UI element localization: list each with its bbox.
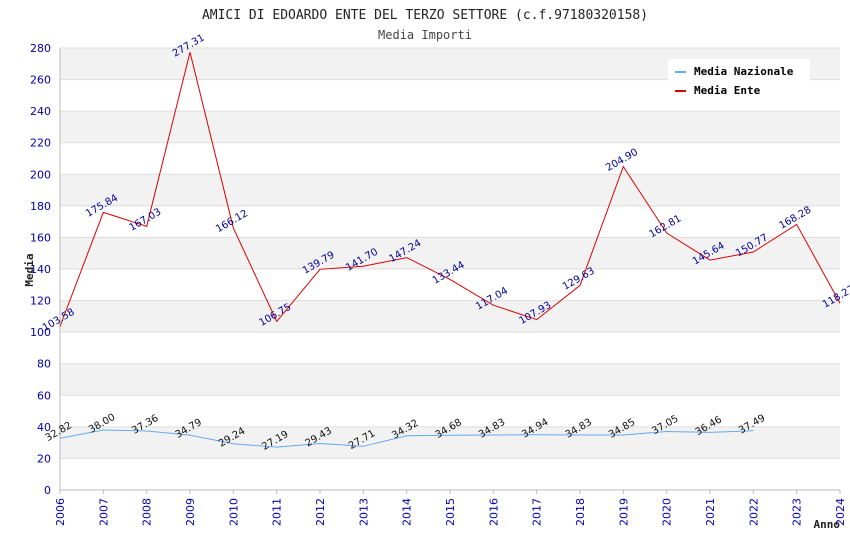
grid-band <box>60 363 840 396</box>
y-tick-label: 220 <box>30 137 51 150</box>
grid-band <box>60 237 840 269</box>
media-ente-data-label: 166.12 <box>214 208 250 235</box>
y-tick-label: 0 <box>44 484 51 497</box>
x-tick-label: 2015 <box>444 498 457 526</box>
y-tick-label: 80 <box>37 358 51 371</box>
x-tick-labels: 2006 2007 2008 2009 2010 2011 2012 2013 2014 2015… <box>54 490 847 526</box>
y-tick-label: 100 <box>30 326 51 339</box>
grid-bands <box>60 48 840 459</box>
y-tick-label: 180 <box>30 200 51 213</box>
chart-title: AMICI DI EDOARDO ENTE DEL TERZO SETTORE … <box>202 8 648 23</box>
media-ente-line <box>59 52 841 327</box>
y-tick-label: 120 <box>30 295 51 308</box>
y-axis-label: Media <box>23 253 36 286</box>
y-tick-label: 40 <box>37 421 51 434</box>
y-tick-label: 20 <box>37 452 51 465</box>
y-tick-label: 260 <box>30 74 51 87</box>
y-tick-label: 160 <box>30 231 51 244</box>
x-tick-label: 2013 <box>357 498 370 526</box>
legend-label-media-ente: Media Ente <box>694 84 761 97</box>
x-tick-label: 2008 <box>141 498 154 526</box>
legend-box <box>668 59 810 103</box>
y-tick-label: 60 <box>37 389 51 402</box>
x-tick-label: 2021 <box>704 498 717 526</box>
x-tick-label: 2020 <box>661 498 674 526</box>
y-tick-label: 140 <box>30 263 51 276</box>
series-lines <box>59 52 841 448</box>
y-tick-labels: 0 20 40 60 80 100 120 140 160 180 200 220 240 260 280 <box>30 42 51 497</box>
media-ente-data-label: 168.28 <box>778 205 814 232</box>
x-tick-label: 2017 <box>531 498 544 526</box>
x-tick-label: 2018 <box>574 498 587 526</box>
x-axis-label: Anno <box>814 518 841 531</box>
grid-band <box>60 300 840 333</box>
media-ente-data-label: 167.03 <box>128 207 164 234</box>
x-tick-label: 2024 <box>834 498 847 526</box>
legend: Media Nazionale Media Ente <box>668 59 810 103</box>
chart-subtitle: Media Importi <box>378 28 472 42</box>
x-tick-label: 2009 <box>184 498 197 526</box>
x-tick-label: 2010 <box>227 498 240 526</box>
x-tick-label: 2011 <box>271 498 284 526</box>
gridlines <box>60 47 840 459</box>
grid-band <box>60 174 840 206</box>
x-tick-label: 2007 <box>97 498 110 526</box>
legend-label-media-nazionale: Media Nazionale <box>694 65 794 78</box>
x-tick-label: 2012 <box>314 498 327 526</box>
x-tick-label: 2014 <box>401 498 414 526</box>
grid-band <box>60 111 840 143</box>
x-tick-label: 2006 <box>54 498 67 526</box>
x-tick-label: 2023 <box>791 498 804 526</box>
x-tick-label: 2022 <box>747 498 760 526</box>
media-nazionale-line <box>59 429 754 448</box>
y-tick-label: 280 <box>30 42 51 55</box>
x-tick-label: 2019 <box>617 498 630 526</box>
x-tick-label: 2016 <box>487 498 500 526</box>
y-tick-label: 200 <box>30 168 51 181</box>
y-tick-label: 240 <box>30 105 51 118</box>
media-ente-data-label: 162.81 <box>648 213 684 240</box>
media-ente-data-label: 129.63 <box>561 266 597 293</box>
